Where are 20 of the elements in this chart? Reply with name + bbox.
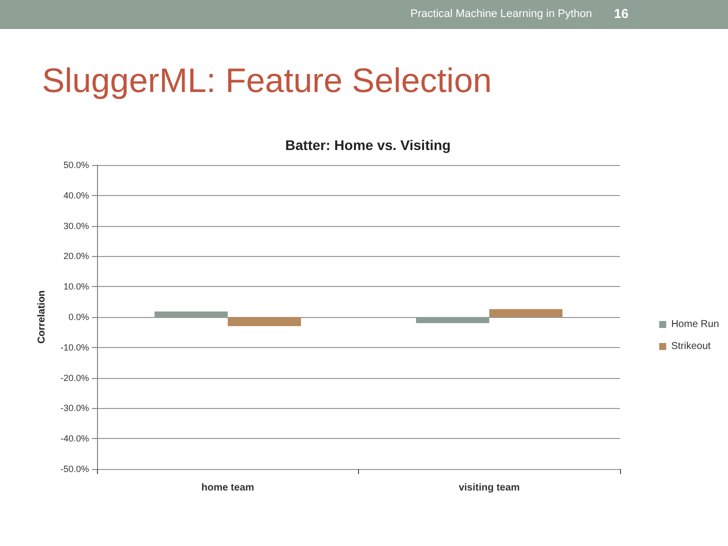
y-tick-label: -20.0%	[60, 372, 89, 383]
text: 16	[614, 6, 628, 21]
y-tick-label: -30.0%	[60, 403, 89, 414]
y-tick-label: 0.0%	[68, 312, 89, 322]
y-tick-label: 30.0%	[63, 220, 89, 231]
y-tick-label: 20.0%	[63, 251, 89, 262]
legend-label: Home Run	[671, 319, 720, 330]
y-tick-label: 50.0%	[63, 160, 89, 170]
y-tick-label: 40.0%	[63, 190, 89, 200]
y-tick-label: -10.0%	[60, 342, 89, 352]
x-tick-label: visiting team	[458, 482, 520, 494]
x-tick-label: home team	[201, 482, 254, 494]
text: Practical Machine Learning in Python	[410, 8, 592, 20]
y-axis-title: Correlation	[36, 290, 48, 344]
legend-label: Strikeout	[671, 341, 711, 352]
y-tick-label: 10.0%	[63, 282, 89, 292]
chart-title: SluggerML: Feature Selection	[42, 62, 492, 101]
chart-subtitle: Batter: Home vs. Visiting	[285, 137, 451, 153]
y-tick-label: -50.0%	[60, 464, 89, 474]
y-tick-label: -40.0%	[60, 434, 89, 444]
